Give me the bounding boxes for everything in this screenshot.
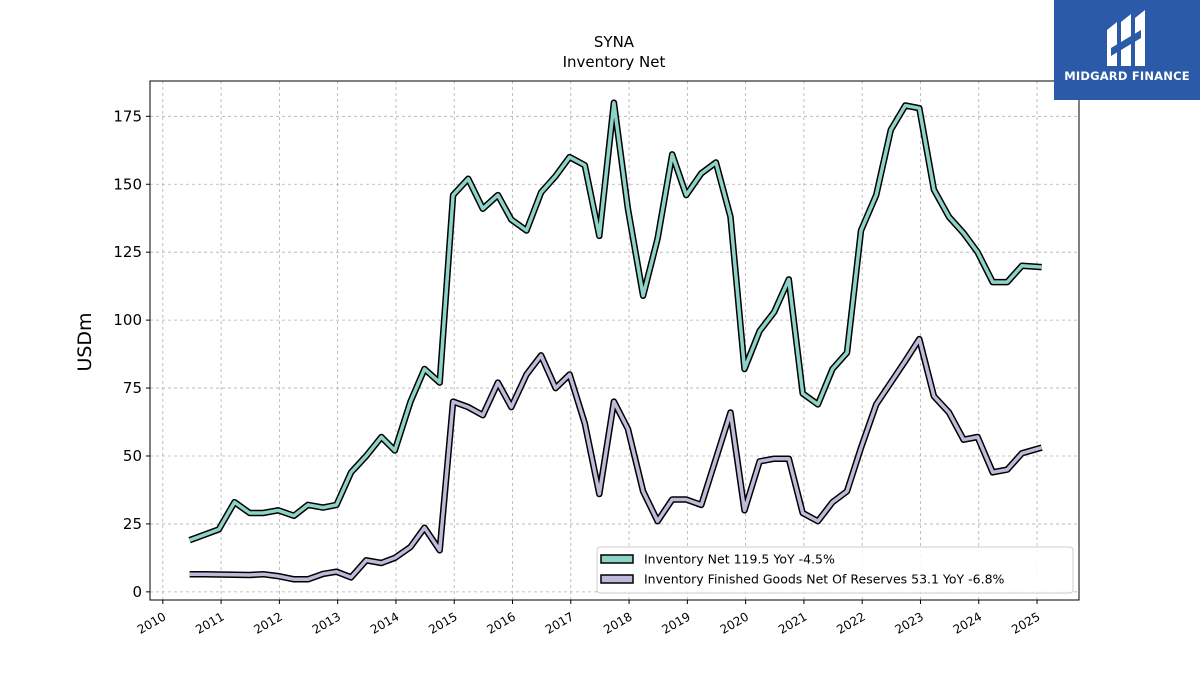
plot-frame (149, 80, 1080, 601)
x-tick-label: 2022 (834, 609, 867, 636)
brand-mark-icon (1107, 10, 1145, 66)
y-tick-label: 100 (113, 311, 142, 329)
x-tick-label: 2018 (601, 609, 634, 636)
y-tick-label: 75 (123, 379, 142, 397)
y-axis-label: USDm (74, 312, 96, 371)
x-tick-label: 2014 (368, 609, 401, 636)
series-1-line (188, 100, 1042, 542)
legend-box (596, 546, 1074, 594)
grid-lines (150, 81, 1079, 600)
y-tick-label: 25 (123, 515, 142, 533)
x-tick-label: 2017 (543, 609, 576, 636)
legend-entry-label: Inventory Net 119.5 YoY -4.5% (644, 552, 835, 567)
brand-name: MIDGARD FINANCE (1064, 69, 1190, 83)
series-2-line (189, 337, 1043, 582)
legend-entry-label: Inventory Finished Goods Net Of Reserves… (644, 572, 1005, 587)
y-axis-ticks: 0 25 50 75 100 125 150 175 (113, 107, 150, 601)
chart-subtitle: Inventory Net (563, 53, 666, 71)
x-tick-label: 2013 (310, 609, 343, 636)
y-tick-label: 150 (113, 175, 142, 193)
y-tick-label: 125 (113, 243, 142, 261)
chart-title: SYNA (594, 33, 635, 51)
y-tick-label: 50 (123, 447, 142, 465)
x-tick-label: 2021 (776, 609, 809, 636)
series-1-outline (188, 99, 1042, 544)
x-tick-label: 2015 (426, 609, 459, 636)
brand-logo: MIDGARD FINANCE (1054, 0, 1200, 100)
x-tick-label: 2025 (1009, 609, 1042, 636)
x-tick-label: 2023 (893, 609, 926, 636)
legend-swatch (600, 574, 634, 584)
x-axis-ticks: 2010 2011 2012 2013 2014 2015 2016 2017 2018 2019… (135, 600, 1043, 637)
y-tick-label: 0 (132, 583, 142, 601)
x-tick-label: 2012 (251, 609, 284, 636)
legend: Inventory Net 119.5 YoY -4.5% Inventory F… (596, 546, 1074, 594)
legend-swatch (600, 554, 634, 564)
series-lines (188, 99, 1043, 583)
x-tick-label: 2024 (951, 609, 984, 636)
x-tick-label: 2020 (718, 609, 751, 636)
x-tick-label: 2011 (193, 609, 226, 636)
y-tick-label: 175 (113, 107, 142, 125)
x-tick-label: 2010 (135, 609, 168, 636)
x-tick-label: 2016 (485, 609, 518, 636)
series-2-outline (189, 335, 1043, 583)
x-tick-label: 2019 (659, 609, 692, 636)
